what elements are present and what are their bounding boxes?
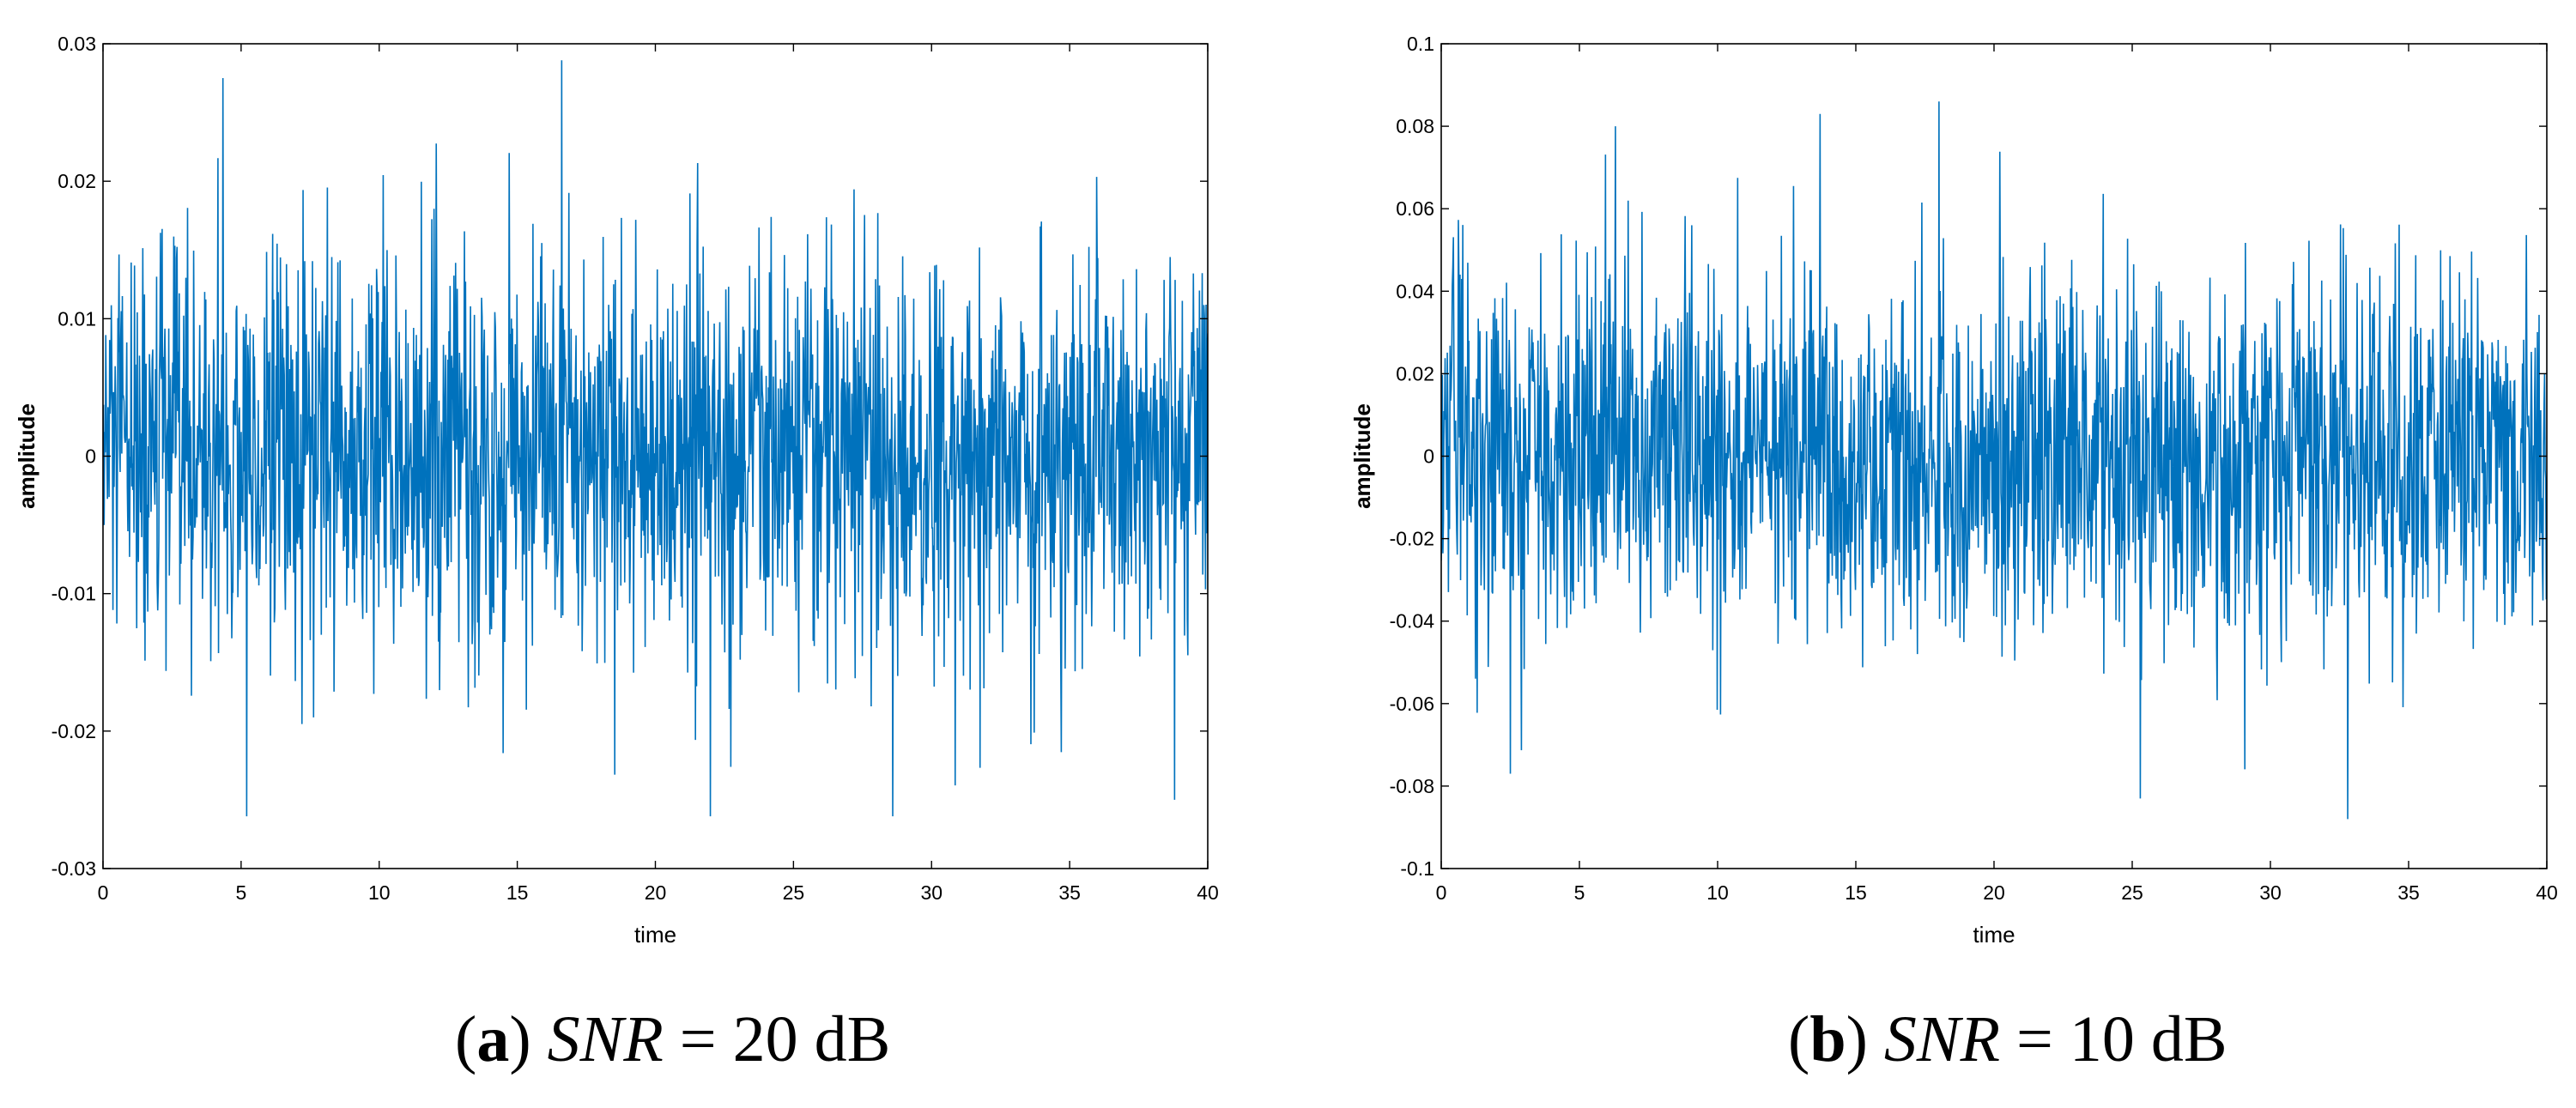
caption-snr-var: SNR bbox=[1883, 1003, 2001, 1075]
x-tick-label: 10 bbox=[368, 881, 391, 904]
y-tick-label: 0.06 bbox=[1396, 197, 1434, 220]
y-tick-label: -0.01 bbox=[52, 583, 96, 605]
x-tick-label: 35 bbox=[2397, 881, 2420, 904]
x-tick-label: 5 bbox=[1574, 881, 1585, 904]
x-tick-label: 15 bbox=[506, 881, 529, 904]
y-tick-label: 0.1 bbox=[1407, 33, 1434, 55]
signal-line bbox=[103, 60, 1208, 817]
y-tick-label: -0.03 bbox=[52, 857, 96, 880]
caption-unit: dB bbox=[2150, 1003, 2227, 1075]
y-tick-label: -0.02 bbox=[52, 720, 96, 742]
caption-eq: = bbox=[679, 1003, 717, 1075]
x-tick-label: 40 bbox=[1197, 881, 1219, 904]
y-tick-label: 0 bbox=[1423, 445, 1434, 468]
chart-b: 0 5 10 15 20 25 30 35 40 -0.1 -0.08 -0.06 -0.04 -0.02… bbox=[1349, 33, 2558, 948]
y-tick-label: 0 bbox=[85, 445, 96, 468]
x-tick-label: 20 bbox=[645, 881, 667, 904]
caption-b: (b) SNR = 10 dB bbox=[1788, 1002, 2227, 1077]
caption-eq: = bbox=[2016, 1003, 2053, 1075]
y-tick-label: 0.03 bbox=[58, 33, 96, 55]
x-tick-label: 5 bbox=[235, 881, 246, 904]
caption-close-paren: ) bbox=[509, 1003, 531, 1075]
x-axis-label: time bbox=[1973, 922, 2015, 948]
y-axis-label: amplitude bbox=[14, 403, 39, 509]
caption-tag: b bbox=[1809, 1003, 1846, 1075]
x-tick-label: 35 bbox=[1058, 881, 1081, 904]
panel-a: 0 5 10 15 20 25 30 35 40 -0.03 -0.02 -0.01 0 0.01 0.02… bbox=[14, 33, 1219, 1077]
caption-unit: dB bbox=[814, 1003, 891, 1075]
x-tick-label: 30 bbox=[2259, 881, 2282, 904]
y-tick-label: -0.04 bbox=[1390, 610, 1435, 633]
caption-open-paren: ( bbox=[1788, 1003, 1810, 1075]
x-tick-label: 40 bbox=[2536, 881, 2558, 904]
y-tick-label: -0.06 bbox=[1390, 693, 1434, 715]
signal-line bbox=[1441, 101, 2547, 820]
y-tick-label: 0.04 bbox=[1396, 280, 1434, 302]
x-tick-label: 30 bbox=[920, 881, 943, 904]
y-tick-label: -0.02 bbox=[1390, 528, 1434, 550]
chart-a: 0 5 10 15 20 25 30 35 40 -0.03 -0.02 -0.01 0 0.01 0.02… bbox=[14, 33, 1219, 948]
y-tick-label: 0.02 bbox=[58, 170, 96, 192]
y-axis-label: amplitude bbox=[1349, 403, 1375, 509]
x-tick-label: 25 bbox=[783, 881, 805, 904]
caption-open-paren: ( bbox=[455, 1003, 477, 1075]
caption-tag: a bbox=[476, 1003, 510, 1075]
x-tick-label: 0 bbox=[98, 881, 109, 904]
x-tick-label: 10 bbox=[1706, 881, 1729, 904]
y-tick-label: -0.1 bbox=[1400, 857, 1434, 880]
caption-close-paren: ) bbox=[1846, 1003, 1868, 1075]
caption-value: 20 bbox=[732, 1003, 798, 1075]
y-tick-label: -0.08 bbox=[1390, 775, 1434, 797]
x-tick-label: 20 bbox=[1983, 881, 2005, 904]
panel-b: 0 5 10 15 20 25 30 35 40 -0.1 -0.08 -0.06 -0.04 -0.02… bbox=[1288, 0, 2576, 1108]
x-axis-label: time bbox=[634, 922, 676, 948]
y-tick-label: 0.02 bbox=[1396, 362, 1434, 384]
caption-a: (a) SNR = 20 dB bbox=[455, 1002, 890, 1077]
x-tick-label: 0 bbox=[1436, 881, 1447, 904]
y-tick-label: 0.08 bbox=[1396, 115, 1434, 137]
x-tick-label: 25 bbox=[2121, 881, 2143, 904]
caption-snr-var: SNR bbox=[547, 1003, 664, 1075]
x-tick-label: 15 bbox=[1845, 881, 1867, 904]
caption-value: 10 bbox=[2069, 1003, 2135, 1075]
y-tick-label: 0.01 bbox=[58, 307, 96, 330]
